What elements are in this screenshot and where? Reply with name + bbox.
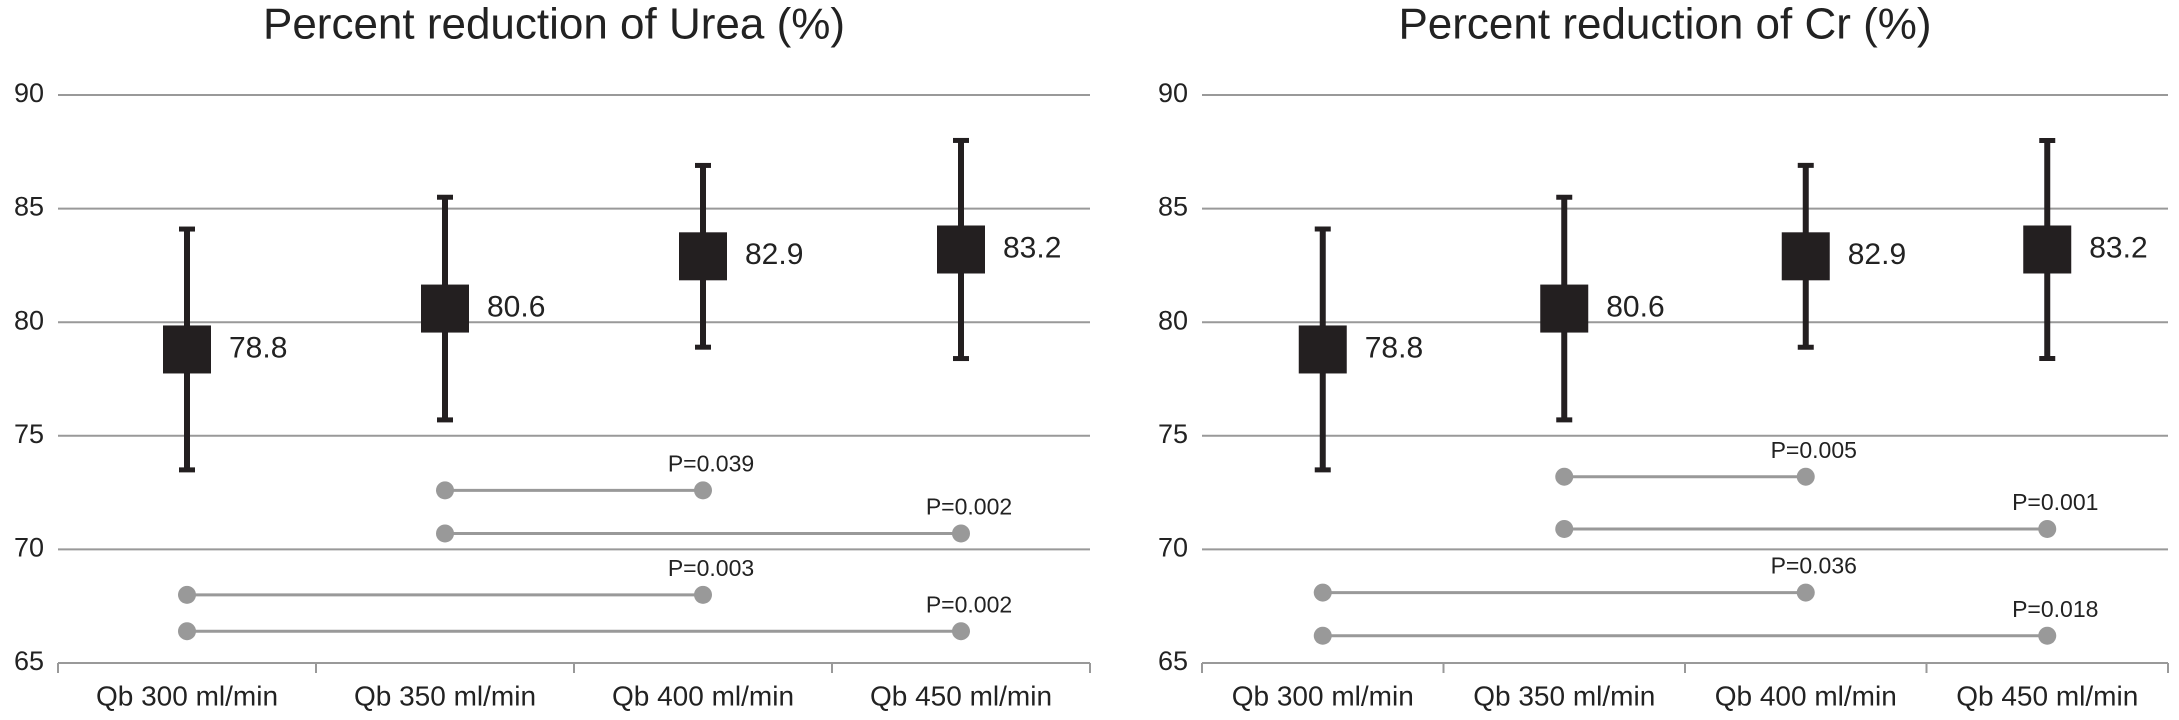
- x-tick-label: Qb 400 ml/min: [1715, 680, 1897, 711]
- chart-title: Percent reduction of Urea (%): [263, 0, 845, 49]
- mean-marker: [1540, 284, 1589, 333]
- value-label: 83.2: [2089, 231, 2147, 264]
- x-tick-label: Qb 300 ml/min: [1232, 680, 1414, 711]
- p-value-label: P=0.039: [668, 450, 754, 476]
- p-value-label: P=0.002: [926, 591, 1012, 617]
- y-tick-label: 90: [14, 78, 44, 108]
- y-tick-label: 75: [1158, 419, 1188, 449]
- comparison-dot: [1555, 467, 1574, 486]
- y-tick-label: 70: [14, 533, 44, 563]
- mean-marker: [937, 225, 985, 274]
- y-tick-label: 85: [1158, 192, 1188, 222]
- y-tick-label: 65: [14, 646, 44, 676]
- value-label: 80.6: [1606, 290, 1664, 323]
- y-tick-label: 75: [14, 419, 44, 449]
- comparison-dot: [694, 585, 712, 604]
- value-label: 78.8: [229, 331, 287, 364]
- comparison-dot: [436, 481, 454, 500]
- p-value-label: P=0.005: [1771, 437, 1857, 463]
- p-value-label: P=0.001: [2012, 489, 2098, 515]
- comparison-dot: [2038, 519, 2057, 538]
- comparison-dot: [2038, 626, 2057, 645]
- x-tick-label: Qb 400 ml/min: [612, 680, 794, 711]
- mean-marker: [1781, 232, 1830, 281]
- p-value-label: P=0.036: [1771, 553, 1857, 579]
- y-tick-label: 85: [14, 192, 44, 222]
- value-label: 82.9: [1848, 238, 1906, 271]
- p-value-label: P=0.002: [926, 494, 1012, 520]
- x-tick-label: Qb 350 ml/min: [1473, 680, 1655, 711]
- y-tick-label: 90: [1158, 78, 1188, 108]
- comparison-dot: [1555, 519, 1574, 538]
- comparison-dot: [1313, 583, 1332, 602]
- y-tick-label: 80: [1158, 305, 1188, 335]
- comparison-dot: [178, 585, 196, 604]
- mean-marker: [421, 284, 469, 333]
- p-value-label: P=0.018: [2012, 596, 2098, 622]
- value-label: 80.6: [487, 290, 545, 323]
- mean-marker: [1298, 325, 1347, 374]
- mean-marker: [2023, 225, 2072, 274]
- x-tick-label: Qb 300 ml/min: [96, 680, 278, 711]
- comparison-dot: [952, 622, 970, 641]
- y-tick-label: 80: [14, 305, 44, 335]
- value-label: 78.8: [1365, 331, 1423, 364]
- comparison-dot: [694, 481, 712, 500]
- value-label: 83.2: [1003, 231, 1061, 264]
- comparison-dot: [1796, 583, 1815, 602]
- p-value-label: P=0.003: [668, 555, 754, 581]
- comparison-dot: [1796, 467, 1815, 486]
- y-tick-label: 70: [1158, 533, 1188, 563]
- comparison-dot: [178, 622, 196, 641]
- value-label: 82.9: [745, 238, 803, 271]
- x-tick-label: Qb 350 ml/min: [354, 680, 536, 711]
- mean-marker: [163, 325, 211, 374]
- comparison-dot: [1313, 626, 1332, 645]
- y-tick-label: 65: [1158, 646, 1188, 676]
- x-tick-label: Qb 450 ml/min: [870, 680, 1052, 711]
- comparison-dot: [952, 524, 970, 543]
- comparison-dot: [436, 524, 454, 543]
- chart-title: Percent reduction of Cr (%): [1398, 0, 1931, 49]
- x-tick-label: Qb 450 ml/min: [1956, 680, 2138, 711]
- mean-marker: [679, 232, 727, 281]
